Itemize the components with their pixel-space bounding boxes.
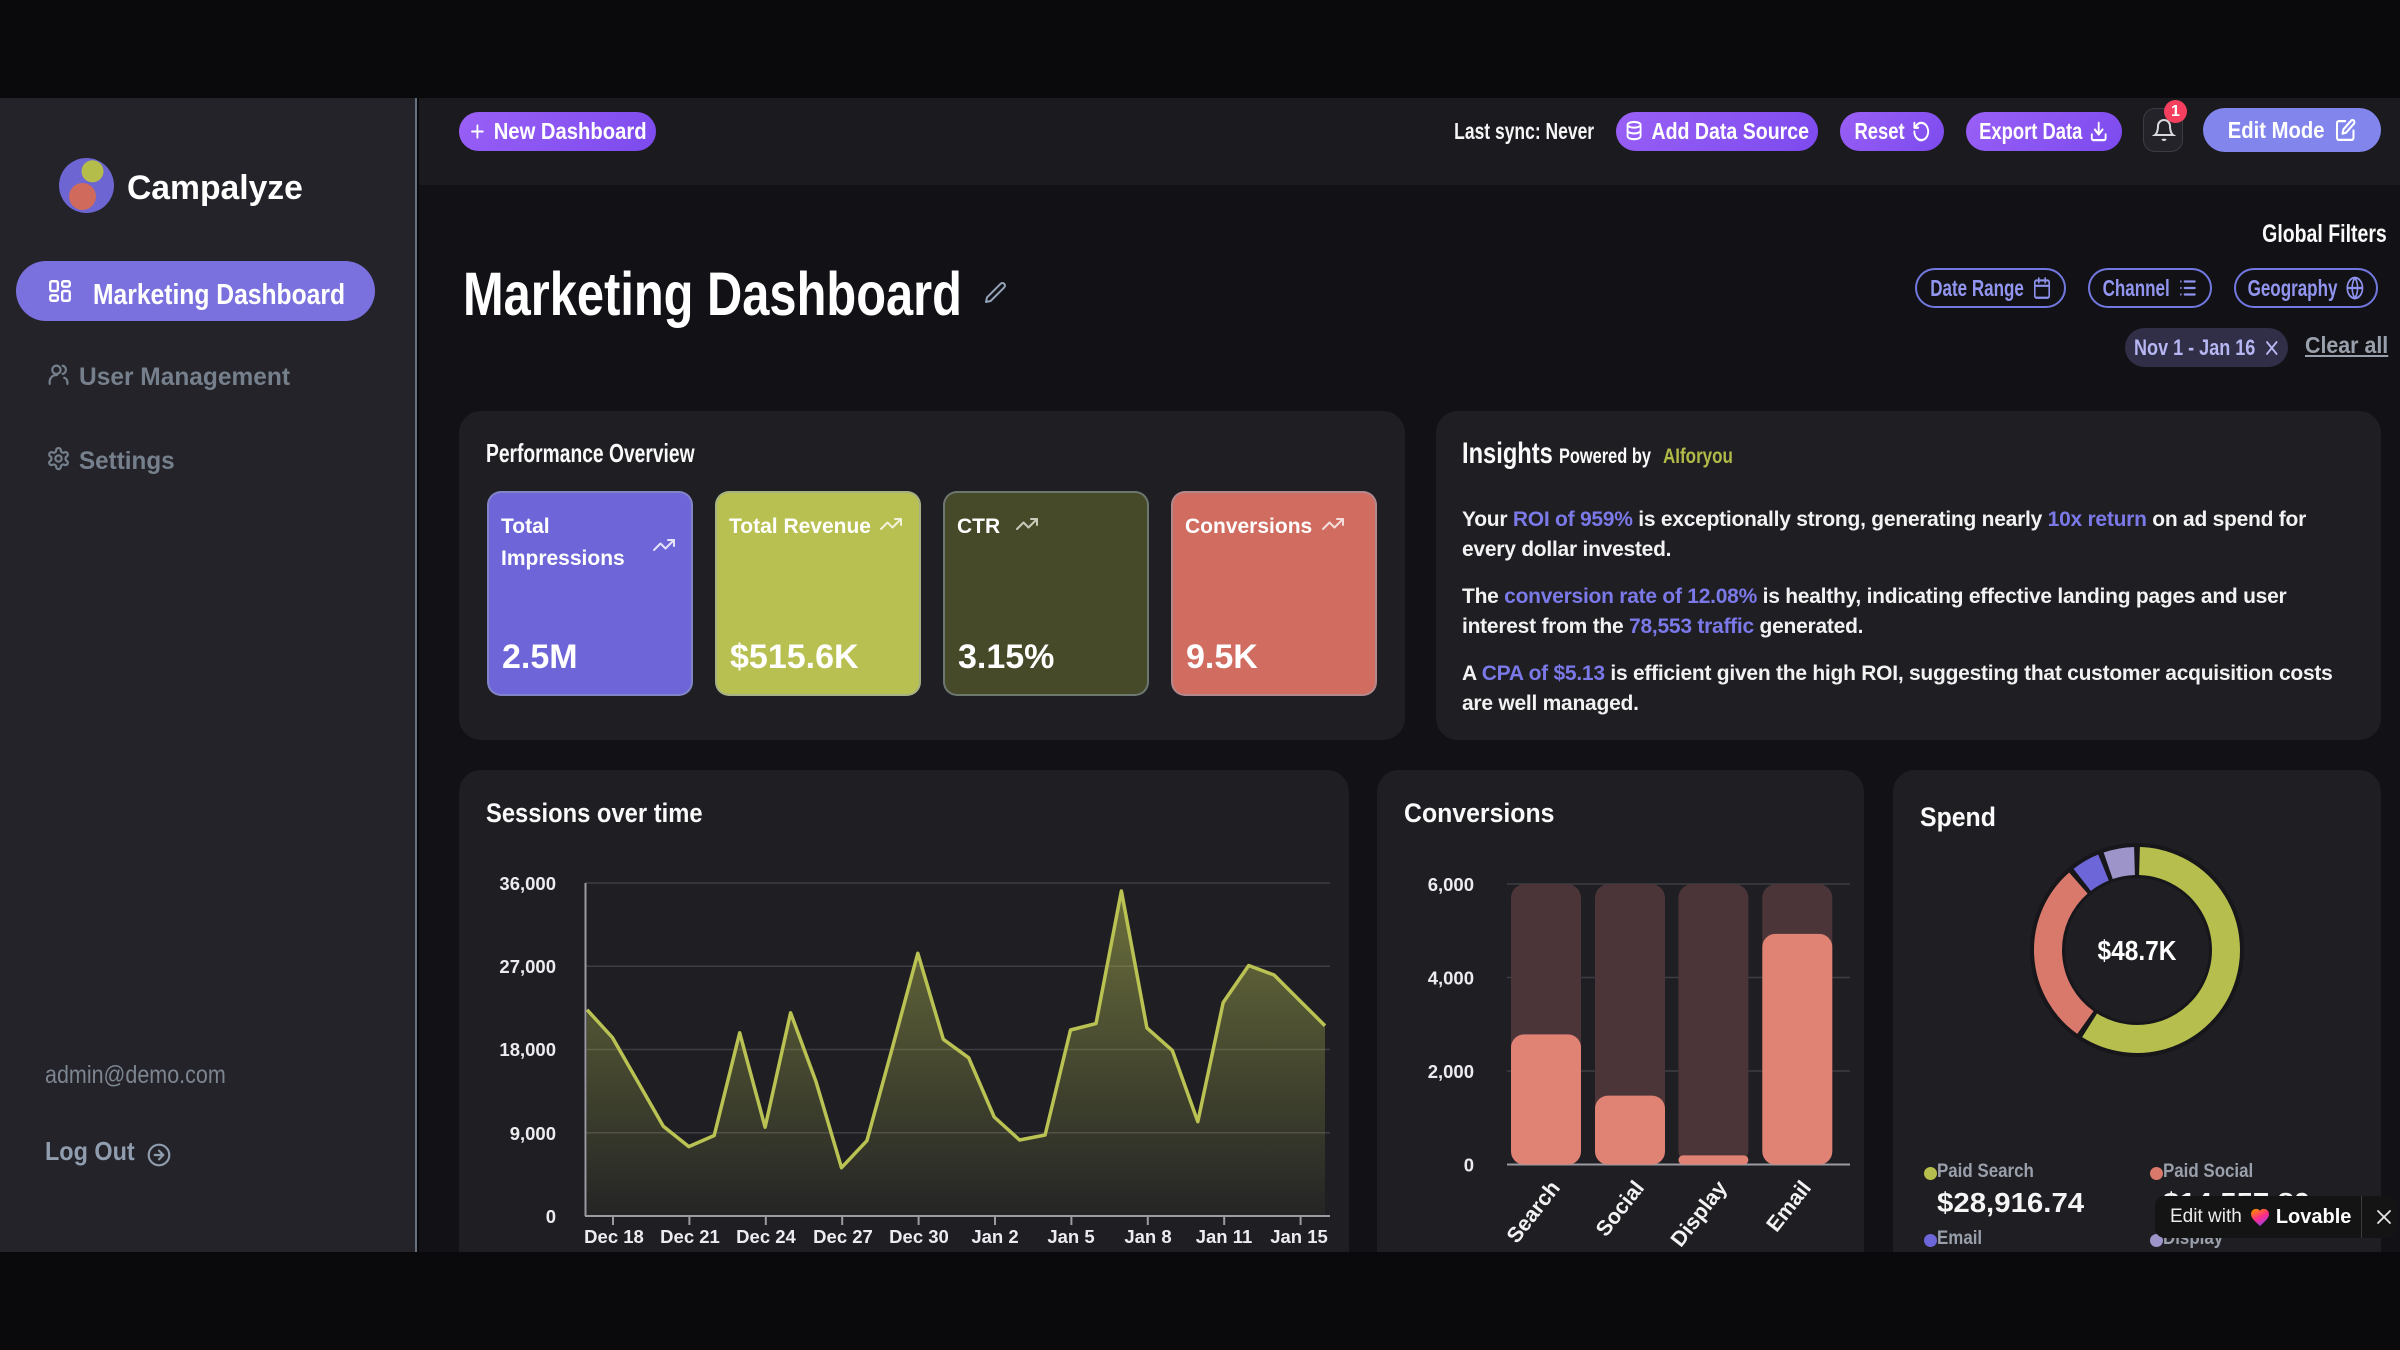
svg-text:Dec 30: Dec 30	[889, 1226, 949, 1247]
svg-text:Jan 2: Jan 2	[971, 1226, 1018, 1247]
svg-text:Jan 11: Jan 11	[1196, 1226, 1253, 1247]
svg-text:0: 0	[546, 1206, 556, 1227]
svg-text:Dec 21: Dec 21	[660, 1226, 720, 1247]
svg-text:Jan 5: Jan 5	[1047, 1226, 1094, 1247]
svg-text:4,000: 4,000	[1428, 968, 1474, 989]
svg-text:Jan 8: Jan 8	[1124, 1226, 1171, 1247]
svg-text:2,000: 2,000	[1428, 1061, 1474, 1082]
svg-text:Jan 15: Jan 15	[1270, 1226, 1328, 1247]
svg-text:$48.7K: $48.7K	[2098, 935, 2177, 966]
svg-text:6,000: 6,000	[1428, 874, 1474, 895]
svg-text:18,000: 18,000	[499, 1039, 556, 1060]
svg-text:Search: Search	[1502, 1176, 1565, 1247]
svg-text:Email: Email	[1762, 1176, 1816, 1236]
svg-text:Dec 27: Dec 27	[813, 1226, 873, 1247]
svg-text:0: 0	[1464, 1155, 1474, 1176]
svg-text:Display: Display	[1666, 1176, 1732, 1251]
svg-text:27,000: 27,000	[499, 956, 556, 977]
svg-text:Dec 24: Dec 24	[736, 1226, 796, 1247]
svg-text:Social: Social	[1591, 1176, 1649, 1241]
svg-text:9,000: 9,000	[510, 1123, 556, 1144]
svg-text:Dec 18: Dec 18	[584, 1226, 644, 1247]
svg-text:36,000: 36,000	[499, 873, 556, 894]
